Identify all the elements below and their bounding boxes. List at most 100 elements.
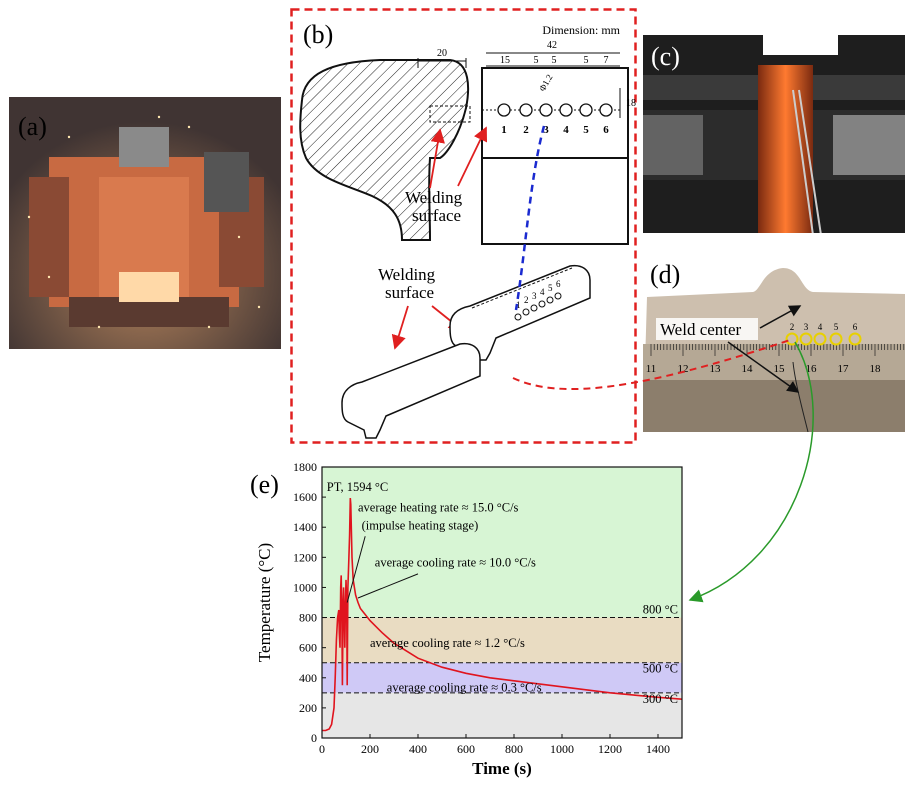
hole-circle-3 bbox=[539, 103, 553, 117]
dim-18-label: 18 bbox=[626, 98, 636, 109]
small-hole-3 bbox=[530, 304, 538, 312]
thermocouple-holes: 1 2 3 4 5 6 bbox=[497, 103, 613, 136]
threshold-lines bbox=[322, 617, 682, 694]
small-hole-number-1: 1 bbox=[516, 300, 521, 310]
hole-circle-2 bbox=[519, 103, 533, 117]
x-tick-1000: 1000 bbox=[550, 742, 574, 756]
temperature-zones bbox=[322, 467, 682, 738]
cooling-rate-2-annotation: average cooling rate ≈ 1.2 °C/s bbox=[370, 636, 525, 650]
x-tick-600: 600 bbox=[457, 742, 475, 756]
peak-annotation: PT, 1594 °C bbox=[327, 480, 388, 494]
panel-label-c: (c) bbox=[651, 42, 680, 71]
ruler-number-11: 11 bbox=[646, 363, 657, 375]
y-tick-1400: 1400 bbox=[293, 520, 317, 534]
temperature-curve-line bbox=[322, 497, 683, 732]
y-tick-1600: 1600 bbox=[293, 490, 317, 504]
hole-number-3: 3 bbox=[543, 124, 549, 136]
rail-block-3d-upper bbox=[449, 264, 591, 361]
dimension-note: Dimension: mm bbox=[542, 23, 620, 37]
dim-5b-label: 5 bbox=[552, 55, 557, 66]
y-tick-200: 200 bbox=[299, 701, 317, 715]
small-hole-1 bbox=[514, 313, 522, 321]
hole-number-2: 2 bbox=[523, 124, 529, 136]
temperature-zone-3 bbox=[322, 692, 682, 738]
small-hole-5 bbox=[546, 296, 554, 304]
heating-rate-annotation: average heating rate ≈ 15.0 °C/s bbox=[358, 500, 519, 514]
welding-surface-label-1a: Welding bbox=[405, 188, 463, 207]
ruler-number-13: 13 bbox=[710, 363, 722, 375]
y-axis-ticks: 0 200 400 600 800 1000 1200 1400 1600 1800 bbox=[293, 460, 326, 745]
welding-surface-label-2a: Welding bbox=[378, 265, 436, 284]
dim-5c-label: 5 bbox=[584, 55, 589, 66]
heating-arrow bbox=[346, 536, 366, 603]
etched-weld-photo: 11 12 13 14 15 16 17 18 bbox=[643, 262, 905, 432]
small-hole-6 bbox=[554, 292, 562, 300]
panel-label-e: (e) bbox=[250, 470, 279, 499]
rail-block-3d-lower bbox=[341, 342, 481, 439]
small-hole-number-5: 5 bbox=[548, 283, 553, 293]
y-tick-800: 800 bbox=[299, 611, 317, 625]
y-tick-0: 0 bbox=[311, 731, 317, 745]
plot-frame bbox=[321, 466, 683, 739]
dim-7-label: 7 bbox=[604, 55, 609, 66]
x-tick-800: 800 bbox=[505, 742, 523, 756]
cooling-rate-1-annotation: average cooling rate ≈ 10.0 °C/s bbox=[375, 555, 536, 569]
y-tick-400: 400 bbox=[299, 671, 317, 685]
dim-5a-label: 5 bbox=[534, 55, 539, 66]
cooling-arrow bbox=[357, 573, 419, 599]
welding-surface-label-1b: surface bbox=[412, 206, 461, 225]
temperature-chart: 0 200 400 600 800 1000 1200 1400 0 200 400 600 800 1… bbox=[255, 460, 683, 778]
small-hole-number-4: 4 bbox=[540, 287, 545, 297]
panel-label-b: (b) bbox=[303, 20, 334, 49]
panel-label-a: (a) bbox=[18, 112, 47, 141]
hole-diameter-label: Φ1.2 bbox=[537, 73, 555, 93]
temperature-zone-0 bbox=[322, 467, 682, 618]
hole-number-6: 6 bbox=[603, 124, 609, 136]
x-tick-0: 0 bbox=[319, 742, 325, 756]
ruler-number-17: 17 bbox=[838, 363, 850, 375]
temperature-curve bbox=[322, 497, 683, 732]
x-axis-label: Time (s) bbox=[472, 759, 532, 778]
x-axis-ticks: 0 200 400 600 800 1000 1200 1400 bbox=[319, 734, 670, 756]
small-hole-number-6: 6 bbox=[556, 279, 561, 289]
ruler-number-18: 18 bbox=[870, 363, 882, 375]
weld-heating-photo bbox=[643, 35, 905, 233]
temperature-zone-1 bbox=[322, 617, 682, 663]
hole-number-4: 4 bbox=[563, 124, 569, 136]
blue-dashed-link bbox=[514, 125, 546, 311]
hole-number-1: 1 bbox=[501, 124, 507, 136]
ruler-number-14: 14 bbox=[742, 363, 754, 375]
threshold-label-500: 500 °C bbox=[643, 662, 678, 676]
welding-surface-label-2b: surface bbox=[385, 283, 434, 302]
threshold-label-800: 800 °C bbox=[643, 603, 678, 617]
y-axis-label: Temperature (°C) bbox=[255, 543, 274, 662]
y-tick-1000: 1000 bbox=[293, 580, 317, 594]
threshold-label-300: 300 °C bbox=[643, 692, 678, 706]
rail-side-view bbox=[481, 67, 629, 245]
hole-circle-5 bbox=[579, 103, 593, 117]
impulse-stage-annotation: (impulse heating stage) bbox=[362, 518, 479, 532]
hole-circle-4 bbox=[559, 103, 573, 117]
dim-15-label: 15 bbox=[500, 55, 510, 66]
x-tick-400: 400 bbox=[409, 742, 427, 756]
y-tick-1800: 1800 bbox=[293, 460, 317, 474]
welding-machine-photo bbox=[9, 97, 281, 349]
rail-cross-section bbox=[299, 59, 470, 241]
small-hole-2 bbox=[522, 308, 530, 316]
y-tick-600: 600 bbox=[299, 641, 317, 655]
schematic-frame bbox=[290, 8, 637, 444]
hole-circle-1 bbox=[497, 103, 511, 117]
cooling-rate-3-annotation: average cooling rate ≈ 0.3 °C/s bbox=[387, 680, 542, 694]
x-tick-1400: 1400 bbox=[646, 742, 670, 756]
small-hole-number-2: 2 bbox=[524, 295, 529, 305]
x-tick-200: 200 bbox=[361, 742, 379, 756]
hole-number-5: 5 bbox=[583, 124, 589, 136]
y-tick-1200: 1200 bbox=[293, 550, 317, 564]
ruler-number-16: 16 bbox=[806, 363, 818, 375]
panel-label-d: (d) bbox=[650, 260, 681, 289]
dim-20-label: 20 bbox=[437, 48, 447, 59]
dim-42-label: 42 bbox=[547, 40, 557, 51]
ruler-number-15: 15 bbox=[774, 363, 786, 375]
